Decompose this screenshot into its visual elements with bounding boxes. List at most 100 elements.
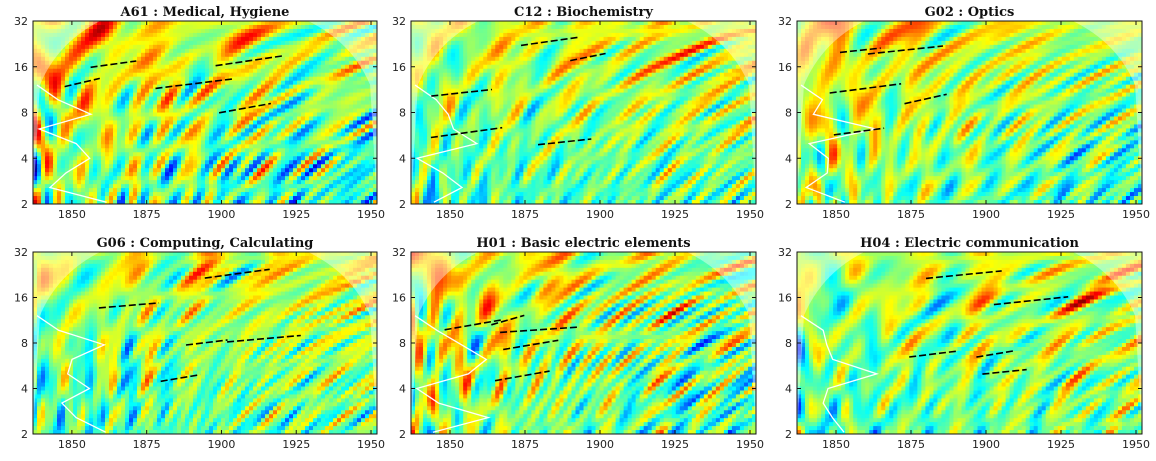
ridge-line (909, 350, 959, 358)
x-tick-label: 1900 (972, 438, 1000, 451)
power-heatmap (411, 21, 756, 204)
y-tick-label: 2 (399, 198, 406, 211)
power-heatmap (33, 252, 377, 434)
x-tick-label: 1875 (511, 438, 539, 451)
y-tick-label: 16 (392, 292, 406, 305)
y-tick-label: 32 (392, 246, 406, 259)
cone-of-influence (411, 252, 756, 434)
ridge-line (227, 334, 301, 343)
x-tick-label: 1850 (436, 438, 464, 451)
x-tick-label: 1900 (972, 208, 1000, 221)
y-tick-label: 8 (785, 107, 792, 120)
ridge-line (537, 138, 592, 146)
panel-title: C12 : Biochemistry (514, 5, 653, 20)
y-tick-label: 2 (21, 198, 28, 211)
x-tick-label: 1950 (1122, 438, 1150, 451)
ridge-line (570, 52, 606, 62)
x-tick-label: 1925 (282, 438, 310, 451)
y-tick-label: 16 (392, 61, 406, 74)
wavelet-panel-5: 1850 1875 1900 1925 1950 2 4 8 16 32 H01 : Basic e… (392, 236, 764, 451)
cone-of-influence (797, 21, 1142, 204)
x-tick-label: 1925 (661, 438, 689, 451)
ridge-line (500, 326, 580, 334)
y-tick-label: 16 (778, 61, 792, 74)
ridge-line (993, 296, 1069, 306)
x-tick-label: 1875 (511, 208, 539, 221)
ridge-line (218, 102, 272, 114)
x-tick-label: 1900 (207, 208, 235, 221)
ridge-line (976, 350, 1014, 358)
y-tick-label: 2 (785, 198, 792, 211)
panel-title: G06 : Computing, Calculating (97, 236, 314, 251)
y-tick-label: 8 (785, 337, 792, 350)
ridge-line (503, 339, 559, 351)
significance-contour (36, 84, 107, 203)
y-tick-label: 32 (392, 15, 406, 28)
y-tick-label: 4 (399, 383, 406, 396)
x-tick-label: 1875 (133, 208, 161, 221)
significance-contour (800, 84, 876, 203)
x-tick-label: 1925 (1047, 208, 1075, 221)
power-heatmap (797, 21, 1142, 204)
cone-of-influence (33, 21, 377, 204)
y-tick-label: 32 (778, 246, 792, 259)
ridge-line (867, 45, 944, 55)
x-tick-label: 1925 (661, 208, 689, 221)
ridge-line (431, 88, 493, 97)
x-tick-label: 1900 (207, 438, 235, 451)
panel-title: H04 : Electric communication (860, 236, 1079, 251)
ridge-line (839, 47, 881, 54)
cone-of-influence (797, 252, 1142, 434)
ridge-line (64, 77, 100, 88)
y-tick-label: 32 (14, 15, 28, 28)
ridge-line (204, 268, 270, 279)
ridge-line (98, 302, 160, 309)
cone-of-influence (411, 21, 756, 204)
significance-contour (800, 315, 879, 433)
ridge-line (491, 314, 525, 326)
x-tick-label: 1950 (736, 438, 764, 451)
x-tick-label: 1875 (133, 438, 161, 451)
y-tick-label: 32 (778, 15, 792, 28)
ridge-line (90, 60, 137, 69)
ridge-line (925, 270, 1002, 280)
ridge-line (430, 126, 503, 139)
power-heatmap (33, 21, 377, 204)
ridge-line (982, 368, 1027, 375)
x-tick-label: 1875 (897, 208, 925, 221)
panel-title: A61 : Medical, Hygiene (120, 5, 290, 20)
panel-title: H01 : Basic electric elements (476, 236, 690, 251)
cone-of-influence (33, 252, 377, 434)
significance-contour (414, 84, 479, 203)
wavelet-panel-4: 1850 1875 1900 1925 1950 2 4 8 16 32 G06 : Computi… (14, 236, 385, 451)
wavelet-panel-2: 1850 1875 1900 1925 1950 2 4 8 16 32 C12 : Biochem… (392, 5, 764, 221)
y-tick-label: 8 (21, 337, 28, 350)
ridge-line (829, 83, 902, 94)
x-tick-label: 1850 (58, 438, 86, 451)
y-tick-label: 2 (399, 428, 406, 441)
y-tick-label: 4 (21, 383, 28, 396)
ridge-line (904, 93, 947, 105)
x-tick-label: 1850 (436, 208, 464, 221)
significance-contour (36, 315, 107, 433)
x-tick-label: 1900 (586, 208, 614, 221)
x-tick-label: 1950 (357, 438, 385, 451)
x-tick-label: 1950 (357, 208, 385, 221)
y-tick-label: 8 (399, 107, 406, 120)
ridge-line (185, 339, 228, 346)
y-tick-label: 4 (785, 152, 792, 165)
x-tick-label: 1925 (282, 208, 310, 221)
y-tick-label: 8 (21, 107, 28, 120)
wavelet-panel-6: 1850 1875 1900 1925 1950 2 4 8 16 32 H04 : Electri… (778, 236, 1150, 451)
x-tick-label: 1950 (1122, 208, 1150, 221)
y-tick-label: 16 (14, 292, 28, 305)
y-tick-label: 16 (778, 292, 792, 305)
y-tick-label: 2 (21, 428, 28, 441)
x-tick-label: 1850 (822, 438, 850, 451)
wavelet-panel-3: 1850 1875 1900 1925 1950 2 4 8 16 32 G02 : Optics (778, 5, 1150, 221)
power-heatmap (797, 252, 1142, 434)
y-tick-label: 2 (785, 428, 792, 441)
x-tick-label: 1850 (822, 208, 850, 221)
significance-contour (414, 315, 491, 433)
